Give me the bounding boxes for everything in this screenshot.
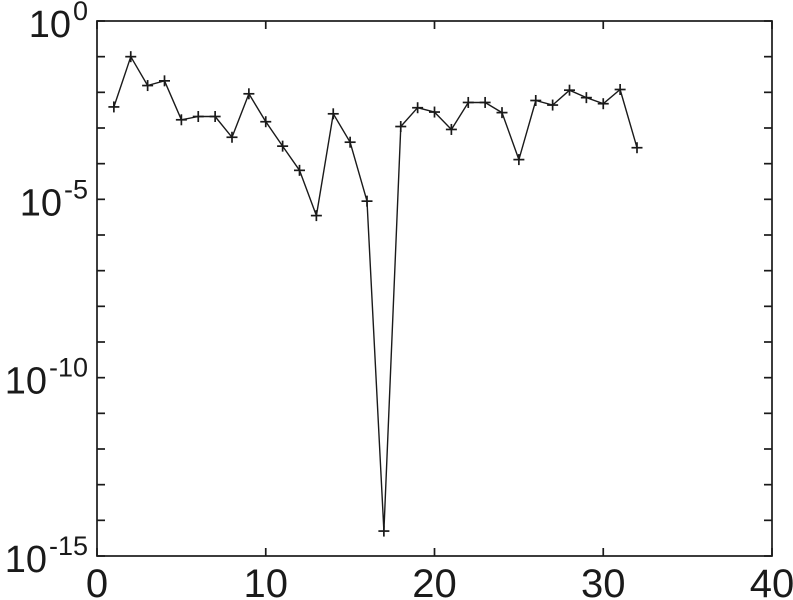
data-marker-plus — [496, 107, 508, 119]
x-axis: 0 10 20 30 40 — [86, 21, 793, 600]
data-marker-plus — [395, 121, 407, 133]
data-marker-plus — [175, 114, 187, 126]
data-marker-plus — [631, 142, 643, 154]
data-marker-plus — [277, 140, 289, 152]
data-marker-plus — [142, 80, 154, 92]
x-tick-label: 30 — [581, 562, 626, 600]
data-markers — [108, 51, 643, 537]
data-marker-plus — [226, 131, 238, 143]
data-marker-plus — [243, 88, 255, 100]
x-tick-label: 0 — [86, 562, 108, 600]
data-marker-plus — [344, 136, 356, 148]
data-marker-plus — [614, 84, 626, 96]
data-marker-plus — [445, 123, 457, 135]
data-marker-plus — [378, 525, 390, 537]
x-tick-label: 40 — [750, 562, 793, 600]
data-marker-plus — [530, 95, 542, 107]
data-marker-plus — [108, 101, 120, 113]
data-marker-plus — [209, 111, 221, 123]
data-marker-plus — [479, 96, 491, 108]
data-marker-plus — [412, 102, 424, 114]
data-marker-plus — [294, 164, 305, 176]
data-marker-plus — [159, 75, 170, 87]
y-tick-label: 10-5 — [20, 174, 88, 224]
data-marker-plus — [547, 99, 559, 111]
data-marker-plus — [310, 210, 322, 222]
data-marker-plus — [429, 106, 440, 118]
data-marker-plus — [192, 111, 204, 123]
data-marker-plus — [125, 51, 137, 63]
data-marker-plus — [327, 108, 339, 120]
y-tick-label: 10-10 — [5, 353, 88, 403]
x-tick-label: 20 — [412, 562, 457, 600]
x-tick-label: 10 — [244, 562, 289, 600]
data-marker-plus — [361, 195, 373, 207]
data-marker-plus — [260, 116, 272, 128]
data-marker-plus — [580, 92, 592, 104]
data-marker-plus — [513, 154, 525, 166]
data-marker-plus — [462, 96, 474, 108]
data-marker-plus — [564, 84, 575, 96]
data-marker-plus — [597, 98, 609, 110]
